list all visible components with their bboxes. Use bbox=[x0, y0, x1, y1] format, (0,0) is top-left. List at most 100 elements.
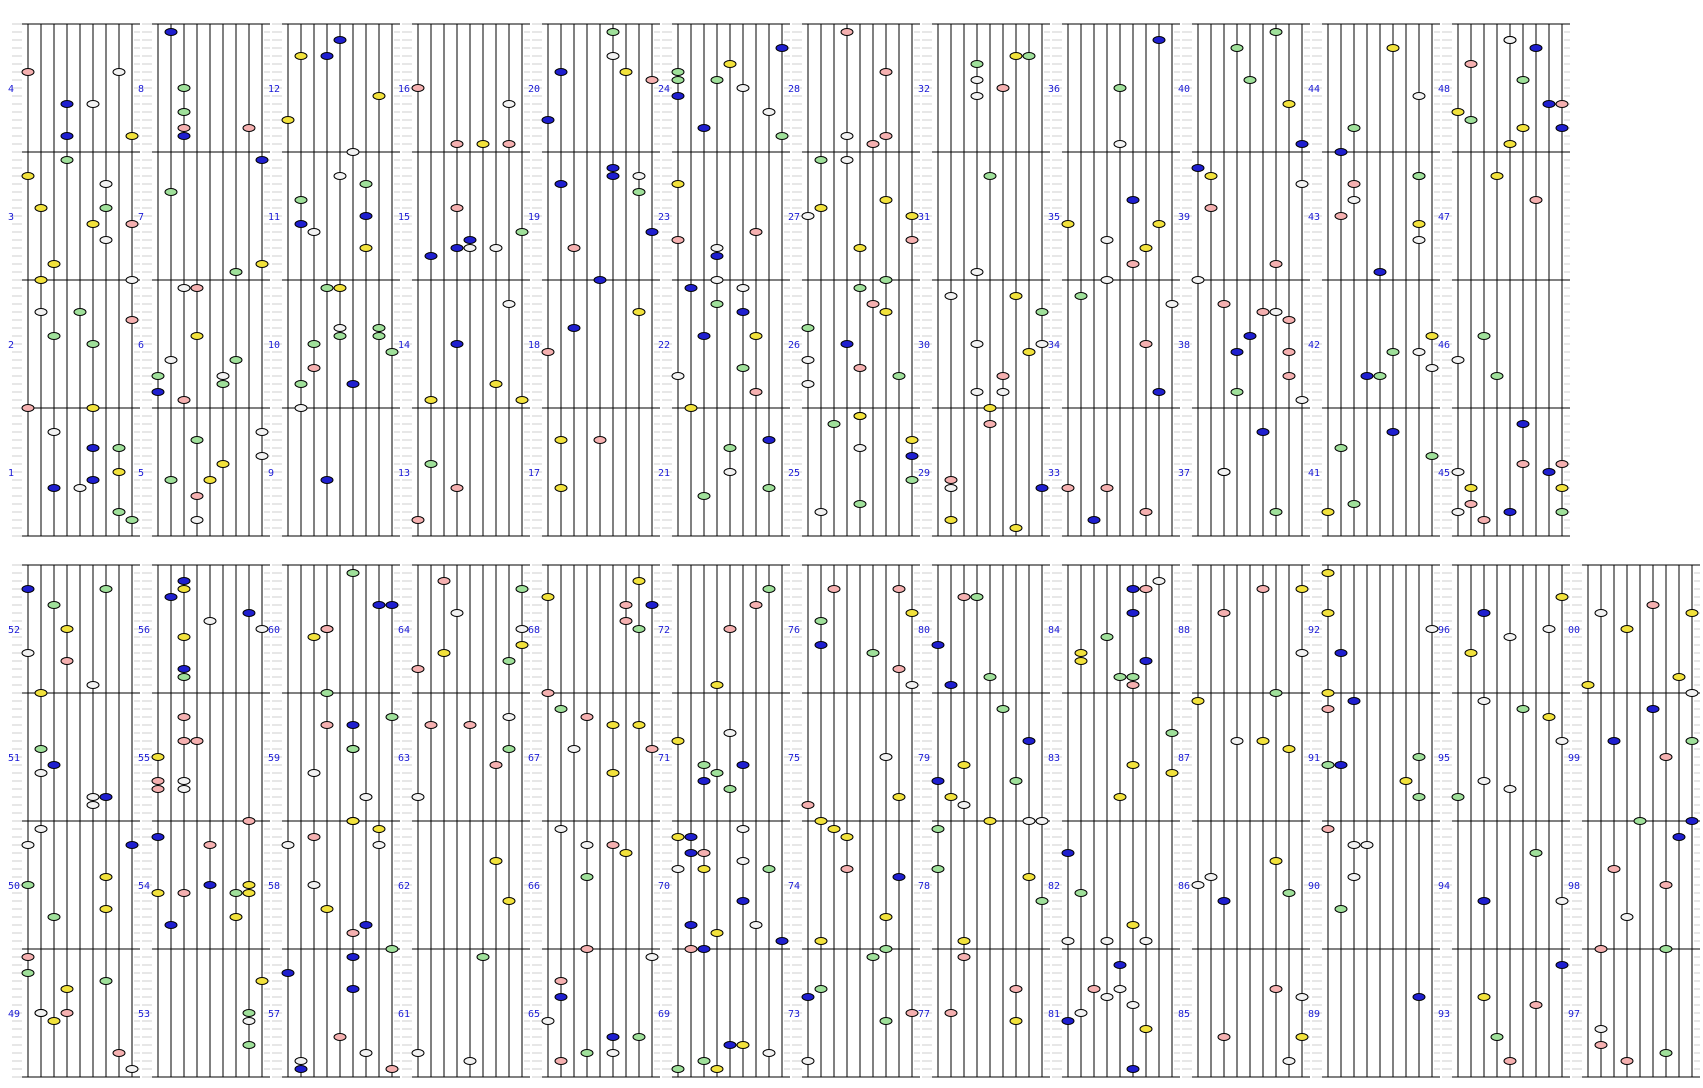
note-marker bbox=[424, 252, 438, 260]
note-marker bbox=[957, 761, 971, 769]
note-marker bbox=[294, 404, 308, 412]
note-marker bbox=[1347, 841, 1361, 849]
note-marker bbox=[450, 340, 464, 348]
note-marker bbox=[1451, 356, 1465, 364]
note-marker bbox=[892, 873, 906, 881]
note-marker bbox=[983, 420, 997, 428]
note-marker bbox=[242, 1041, 256, 1049]
note-marker bbox=[1464, 649, 1478, 657]
note-marker bbox=[1126, 681, 1140, 689]
note-marker bbox=[346, 953, 360, 961]
note-marker bbox=[879, 276, 893, 284]
note-marker bbox=[970, 60, 984, 68]
note-marker bbox=[359, 1049, 373, 1057]
note-marker bbox=[1347, 697, 1361, 705]
note-marker bbox=[112, 68, 126, 76]
note-marker bbox=[177, 108, 191, 116]
note-marker bbox=[346, 380, 360, 388]
note-marker bbox=[1633, 817, 1647, 825]
note-marker bbox=[1269, 985, 1283, 993]
note-marker bbox=[840, 865, 854, 873]
note-marker bbox=[632, 625, 646, 633]
measure-number: 34 bbox=[1048, 340, 1060, 351]
note-marker bbox=[1412, 348, 1426, 356]
note-marker bbox=[541, 593, 555, 601]
note-marker bbox=[1503, 1057, 1517, 1065]
measure-column: 8 7 6 5 bbox=[138, 23, 270, 537]
note-marker bbox=[34, 276, 48, 284]
note-marker bbox=[1139, 1025, 1153, 1033]
note-marker bbox=[463, 244, 477, 252]
note-marker bbox=[1022, 873, 1036, 881]
note-marker bbox=[47, 1017, 61, 1025]
measure-number: 58 bbox=[268, 881, 280, 892]
note-marker bbox=[762, 585, 776, 593]
note-marker bbox=[671, 68, 685, 76]
note-marker bbox=[1230, 44, 1244, 52]
note-marker bbox=[983, 673, 997, 681]
note-marker bbox=[1529, 196, 1543, 204]
note-marker bbox=[1555, 484, 1569, 492]
note-marker bbox=[1334, 905, 1348, 913]
note-marker bbox=[463, 236, 477, 244]
note-marker bbox=[411, 1049, 425, 1057]
note-marker bbox=[203, 881, 217, 889]
note-marker bbox=[177, 633, 191, 641]
note-marker bbox=[541, 116, 555, 124]
note-marker bbox=[671, 236, 685, 244]
measure-number: 66 bbox=[528, 881, 540, 892]
note-marker bbox=[372, 92, 386, 100]
measure-number: 18 bbox=[528, 340, 540, 351]
measure-number: 69 bbox=[658, 1009, 670, 1020]
note-marker bbox=[710, 769, 724, 777]
measure-column: 88 87 86 85 bbox=[1178, 564, 1310, 1078]
measure-number: 84 bbox=[1048, 625, 1060, 636]
measure-column: 44 43 42 41 bbox=[1308, 23, 1440, 537]
note-marker bbox=[814, 985, 828, 993]
note-marker bbox=[827, 420, 841, 428]
note-marker bbox=[1321, 761, 1335, 769]
note-marker bbox=[1061, 1017, 1075, 1025]
note-marker bbox=[710, 681, 724, 689]
note-marker bbox=[866, 649, 880, 657]
note-marker bbox=[346, 745, 360, 753]
measure-number: 13 bbox=[398, 468, 410, 479]
note-marker bbox=[853, 244, 867, 252]
note-marker bbox=[151, 372, 165, 380]
note-marker bbox=[996, 372, 1010, 380]
note-marker bbox=[606, 28, 620, 36]
note-marker bbox=[1503, 633, 1517, 641]
note-marker bbox=[1646, 601, 1660, 609]
note-marker bbox=[541, 689, 555, 697]
note-marker bbox=[1126, 673, 1140, 681]
note-marker bbox=[1555, 737, 1569, 745]
note-marker bbox=[151, 889, 165, 897]
note-marker bbox=[775, 44, 789, 52]
measure-number: 24 bbox=[658, 84, 670, 95]
note-marker bbox=[801, 993, 815, 1001]
note-marker bbox=[710, 76, 724, 84]
note-marker bbox=[1152, 388, 1166, 396]
measure-number: 85 bbox=[1178, 1009, 1190, 1020]
measure-number: 00 bbox=[1568, 625, 1580, 636]
note-marker bbox=[1126, 260, 1140, 268]
note-marker bbox=[671, 372, 685, 380]
note-marker bbox=[801, 1057, 815, 1065]
note-marker bbox=[307, 340, 321, 348]
note-marker bbox=[1191, 881, 1205, 889]
note-marker bbox=[177, 713, 191, 721]
note-marker bbox=[580, 1049, 594, 1057]
note-marker bbox=[1477, 777, 1491, 785]
note-marker bbox=[723, 468, 737, 476]
note-marker bbox=[502, 713, 516, 721]
note-marker bbox=[1282, 372, 1296, 380]
note-marker bbox=[1009, 292, 1023, 300]
note-marker bbox=[1464, 60, 1478, 68]
note-marker bbox=[1451, 793, 1465, 801]
note-marker bbox=[541, 1017, 555, 1025]
note-marker bbox=[762, 1049, 776, 1057]
note-marker bbox=[333, 172, 347, 180]
note-marker bbox=[1230, 348, 1244, 356]
note-marker bbox=[34, 1009, 48, 1017]
measure-number: 47 bbox=[1438, 212, 1450, 223]
